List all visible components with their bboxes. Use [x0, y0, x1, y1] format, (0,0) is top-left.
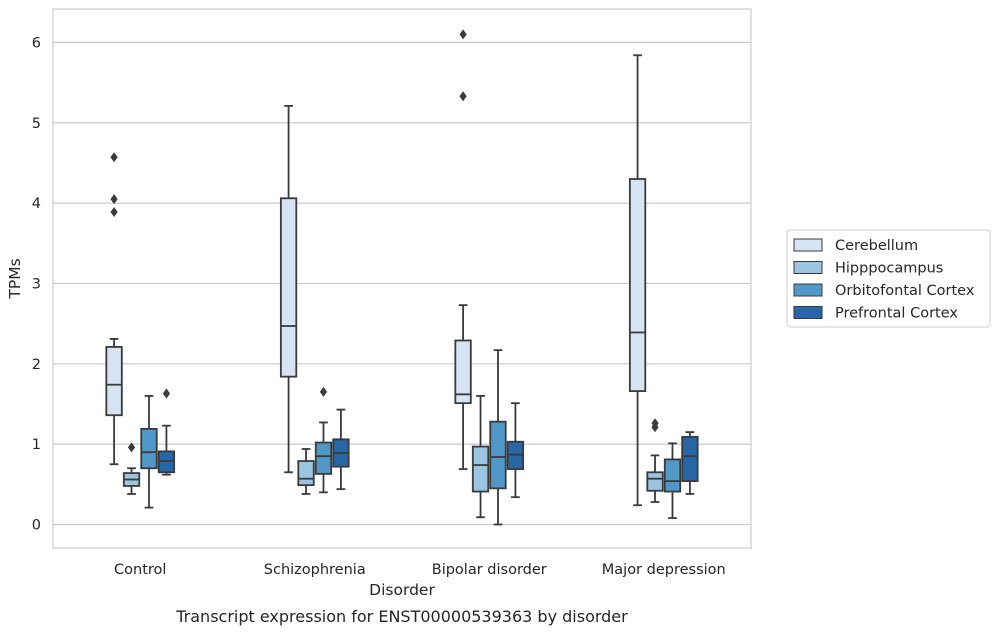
box-body: [454, 339, 472, 405]
box-0-0: [105, 152, 123, 466]
box-body: [628, 178, 647, 393]
outlier-point: [162, 388, 171, 399]
y-tick-label: 0: [32, 518, 41, 534]
chart-caption: Transcript expression for ENST0000053936…: [175, 607, 628, 626]
box-body: [314, 441, 333, 475]
box-body: [471, 445, 490, 493]
outlier-point: [110, 194, 118, 205]
legend-swatch: [793, 306, 823, 319]
box-body: [140, 427, 158, 470]
outlier-point: [319, 386, 328, 397]
legend-frame: [786, 229, 991, 328]
y-tick-labels: 0 1 2 3 4 5 6: [32, 35, 41, 533]
box-body: [489, 420, 507, 490]
x-tick-label: Major depression: [602, 562, 726, 578]
x-axis-label: Disorder: [369, 581, 435, 599]
box-1-0: [279, 104, 298, 474]
legend-label: Prefrontal Cortex: [835, 306, 958, 322]
grid-lines: [53, 41, 751, 526]
box-3-0: [628, 54, 647, 507]
legend-label: Orbitofontal Cortex: [835, 283, 975, 299]
box-0-3: [157, 388, 176, 476]
box-2-3: [506, 402, 525, 499]
y-tick-label: 3: [32, 276, 41, 292]
box-body: [663, 458, 682, 493]
x-tick-labels: Control Schizophrenia Bipolar disorder Majo…: [114, 562, 726, 578]
y-tick-label: 6: [32, 35, 41, 51]
outlier-point: [110, 206, 118, 217]
box-body: [297, 460, 315, 487]
box-plots: [105, 29, 699, 526]
box-body: [279, 197, 298, 378]
legend-swatch: [793, 238, 823, 252]
x-tick-label: Bipolar disorder: [432, 562, 547, 578]
box-1-3: [332, 408, 350, 491]
box-3-1: [646, 418, 664, 503]
legend: Cerebellum Hipppocampus Orbitofontal Corte…: [786, 229, 991, 328]
y-tick-label: 4: [32, 196, 41, 212]
y-axis-label: TPMs: [6, 258, 24, 299]
y-tick-label: 1: [32, 437, 41, 453]
outlier-point: [459, 29, 467, 40]
outlier-point: [459, 91, 467, 102]
box-body: [646, 471, 664, 492]
legend-label: Cerebellum: [835, 238, 918, 254]
plot-frame: [52, 8, 752, 549]
legend-swatch: [793, 261, 823, 274]
legend-label: Hipppocampus: [835, 261, 943, 277]
box-0-2: [140, 395, 158, 509]
x-tick-label: Control: [114, 562, 166, 578]
outlier-point: [127, 442, 136, 453]
legend-swatch: [793, 283, 823, 297]
box-1-2: [314, 386, 333, 494]
outlier-point: [651, 418, 659, 429]
box-3-2: [663, 442, 682, 519]
box-2-0: [454, 29, 472, 470]
box-2-2: [489, 349, 507, 526]
box-0-1: [122, 442, 141, 495]
y-tick-label: 5: [32, 116, 41, 132]
y-tick-label: 2: [32, 357, 41, 373]
box-body: [105, 346, 123, 417]
box-body: [681, 436, 699, 483]
outlier-point: [110, 152, 118, 163]
box-1-1: [297, 448, 315, 495]
box-2-1: [471, 395, 490, 519]
box-3-3: [681, 431, 699, 495]
x-tick-label: Schizophrenia: [264, 562, 366, 578]
